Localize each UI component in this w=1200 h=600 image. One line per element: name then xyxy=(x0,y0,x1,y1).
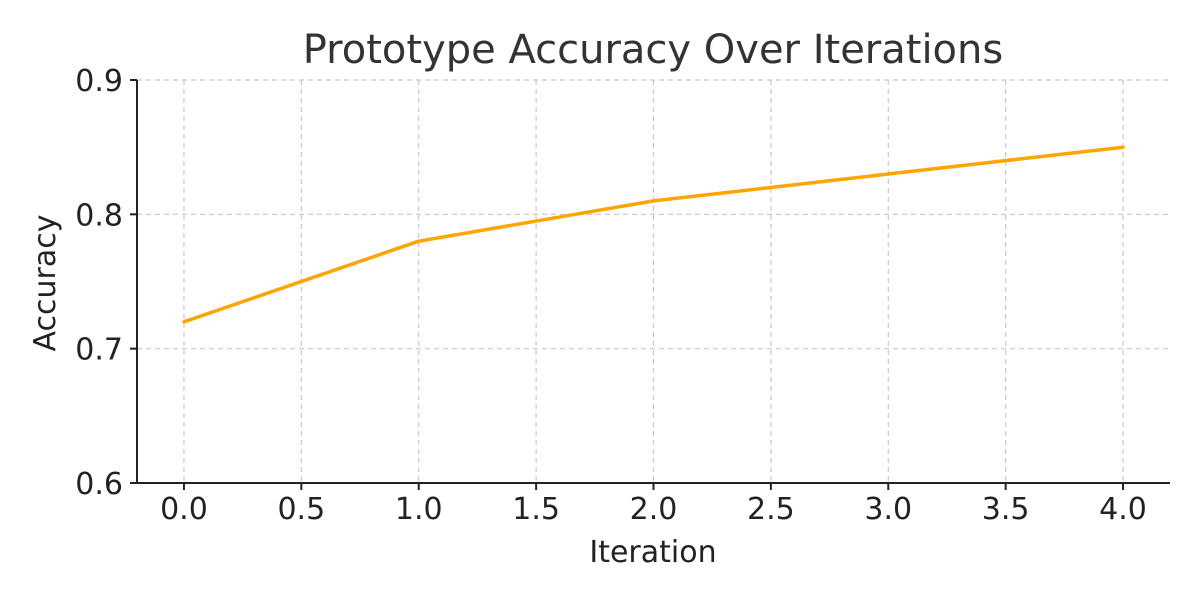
y-tick-label: 0.9 xyxy=(75,64,123,99)
x-tick-label: 0.5 xyxy=(277,492,325,527)
accuracy-line xyxy=(182,145,1125,324)
y-tick-label: 0.8 xyxy=(75,198,123,233)
y-axis-label: Accuracy xyxy=(28,215,63,352)
chart-title: Prototype Accuracy Over Iterations xyxy=(303,27,1003,73)
ticks: 0.0 0.5 1.0 1.5 2.0 2.5 3.0 3.5 4.0 0.6 0.7 0.8 0.9 xyxy=(75,64,1147,527)
grid-lines xyxy=(137,79,1170,483)
x-tick-label: 1.0 xyxy=(395,492,443,527)
x-tick-label: 3.5 xyxy=(982,492,1030,527)
x-tick-label: 4.0 xyxy=(1099,492,1147,527)
x-tick-label: 2.0 xyxy=(630,492,678,527)
y-tick-label: 0.6 xyxy=(75,467,123,502)
x-tick-label: 0.0 xyxy=(160,492,208,527)
series-layer xyxy=(182,145,1125,324)
y-tick-label: 0.7 xyxy=(75,333,123,368)
x-tick-label: 3.0 xyxy=(864,492,912,527)
x-tick-label: 1.5 xyxy=(512,492,560,527)
x-tick-label: 2.5 xyxy=(747,492,795,527)
x-axis-label: Iteration xyxy=(589,535,716,570)
